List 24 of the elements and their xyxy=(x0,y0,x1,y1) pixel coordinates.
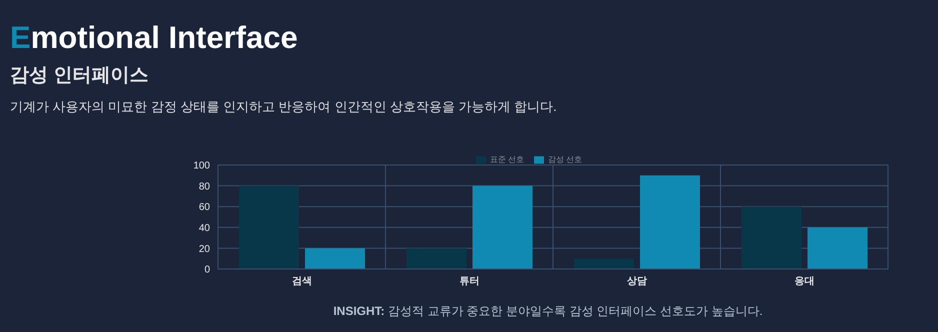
x-tick-label: 상담 xyxy=(626,276,647,288)
chart-title: Emotional Interface xyxy=(10,19,298,57)
y-tick-label: 60 xyxy=(198,202,210,214)
bar xyxy=(472,186,532,269)
y-tick-label: 40 xyxy=(198,222,210,234)
bar xyxy=(406,248,466,269)
x-tick-label: 튜터 xyxy=(459,276,480,288)
x-tick-label: 검색 xyxy=(292,276,312,288)
chart-subtitle: 감성 인터페이스 xyxy=(10,64,148,88)
bar xyxy=(640,175,700,269)
y-tick-label: 0 xyxy=(204,264,210,276)
bar xyxy=(239,186,299,269)
y-tick-label: 80 xyxy=(198,181,210,192)
y-tick-label: 20 xyxy=(198,244,210,255)
bar xyxy=(574,258,634,269)
text: 기계가 사용자의 미묘한 감정 상태를 인지하고 반응하여 인간적인 상호작용을 가능하게 합니다. xyxy=(10,98,557,116)
bar xyxy=(305,248,365,269)
text: INSIGHT: 감성적 교류가 중요한 분야일수록 감성 인터페이스 선호도가 높습니다. xyxy=(332,303,764,320)
legend-label: 표준 선호 xyxy=(490,155,524,164)
bar xyxy=(808,227,868,269)
bar xyxy=(742,206,802,269)
x-tick-label: 응대 xyxy=(794,276,814,288)
legend-label: 감성 선호 xyxy=(548,155,582,164)
y-tick-label: 100 xyxy=(193,160,210,172)
